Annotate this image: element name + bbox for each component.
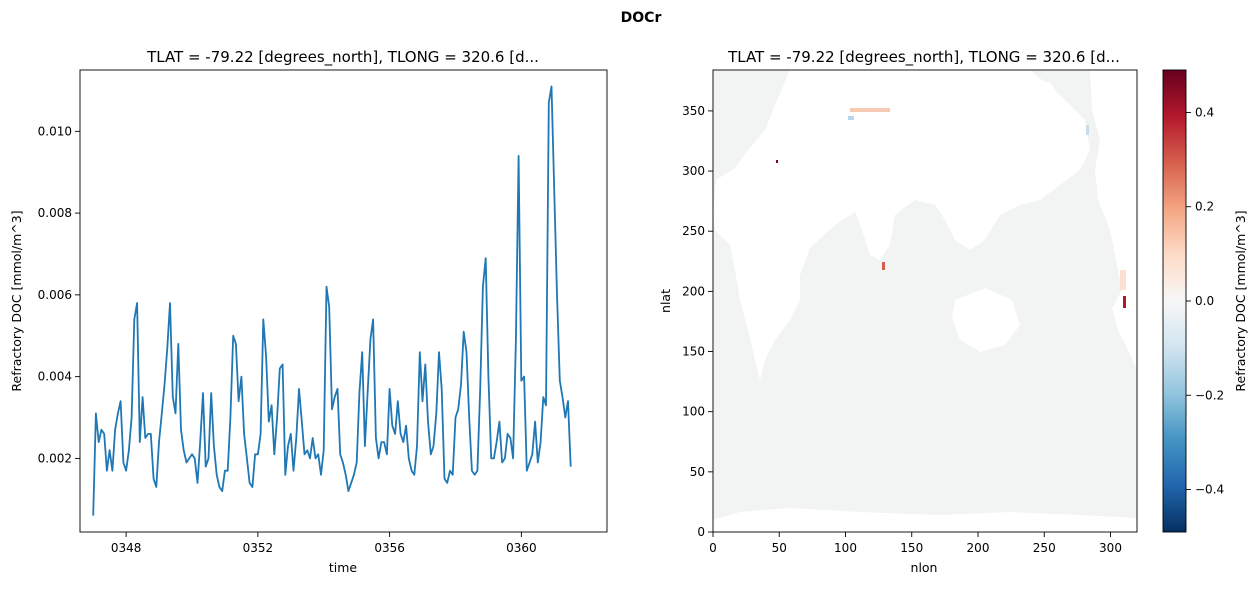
map-title: TLAT = -79.22 [degrees_north], TLONG = 3… [727, 48, 1120, 67]
y-tick-label: 350 [682, 104, 705, 118]
land-greenland [1012, 82, 1062, 118]
map-ticks: 0 50 100 150 200 250 300 0 50 100 150 200 250 300 350 [682, 104, 1122, 555]
map-frame [712, 69, 1138, 533]
map-ylabel: nlat [658, 289, 673, 313]
line-chart-panel: TLAT = -79.22 [degrees_north], TLONG = 3… [9, 48, 608, 575]
y-tick-label: 100 [682, 405, 705, 419]
x-tick-label: 200 [967, 541, 990, 555]
y-tick-label: 200 [682, 284, 705, 298]
x-tick-label: 0 [709, 541, 717, 555]
y-tick-label: 0.002 [38, 451, 72, 465]
colorbar-frame [1162, 69, 1187, 533]
anomaly-small-blue [848, 116, 854, 120]
anomaly-center [882, 262, 885, 270]
y-tick-label: 300 [682, 164, 705, 178]
x-tick-label: 250 [1033, 541, 1056, 555]
y-tick-label: 0.006 [38, 288, 72, 302]
line-chart-frame [79, 69, 608, 533]
land-antarctica [713, 508, 1137, 532]
colorbar: −0.4 −0.2 0.0 0.2 0.4 Refractory DOC [mmol/m… [1162, 69, 1248, 533]
y-tick-label: 50 [690, 465, 705, 479]
line-chart-ylabel: Refractory DOC [mmol/m^3] [9, 210, 24, 391]
land-americas [1090, 70, 1137, 370]
colorbar-tick-label: −0.4 [1195, 483, 1224, 497]
x-tick-label: 0352 [243, 541, 274, 555]
line-series-refractory-doc [92, 85, 572, 516]
anomaly-arctic [850, 108, 890, 112]
colorbar-label: Refractory DOC [mmol/m^3] [1233, 210, 1248, 391]
x-tick-label: 150 [900, 541, 923, 555]
x-tick-label: 0356 [374, 541, 405, 555]
line-chart-ticks: 0348 0352 0356 0360 0.002 0.004 0.006 0.008 0.01… [38, 124, 537, 555]
colorbar-tick-label: −0.2 [1195, 388, 1224, 402]
y-tick-label: 150 [682, 345, 705, 359]
x-tick-label: 0348 [111, 541, 142, 555]
x-tick-label: 300 [1099, 541, 1122, 555]
line-chart-title: TLAT = -79.22 [degrees_north], TLONG = 3… [146, 48, 539, 67]
y-tick-label: 0.004 [38, 370, 72, 384]
land-eurasia-africa [713, 70, 1090, 380]
land-mask [713, 70, 1137, 532]
anomaly-north-left [776, 160, 778, 163]
y-tick-label: 0 [697, 525, 705, 539]
line-chart-xlabel: time [329, 560, 358, 575]
land-australia [952, 288, 1020, 352]
anomaly-east-pale [1120, 270, 1126, 290]
figure-title: DOCr [621, 10, 662, 26]
x-tick-label: 0360 [506, 541, 537, 555]
x-tick-label: 50 [772, 541, 787, 555]
field-anomalies [776, 108, 1126, 308]
colorbar-fill [1163, 70, 1186, 532]
y-tick-label: 250 [682, 224, 705, 238]
colorbar-ticks: −0.4 −0.2 0.0 0.2 0.4 [1186, 105, 1224, 497]
colorbar-tick-label: 0.4 [1195, 105, 1214, 119]
map-panel: TLAT = -79.22 [degrees_north], TLONG = 3… [658, 48, 1138, 575]
x-tick-label: 100 [834, 541, 857, 555]
colorbar-tick-label: 0.2 [1195, 200, 1214, 214]
map-xlabel: nlon [911, 560, 938, 575]
y-tick-label: 0.008 [38, 206, 72, 220]
anomaly-east-red [1123, 296, 1126, 308]
anomaly-northeast-blue [1086, 125, 1089, 135]
colorbar-tick-label: 0.0 [1195, 294, 1214, 308]
y-tick-label: 0.010 [38, 124, 72, 138]
